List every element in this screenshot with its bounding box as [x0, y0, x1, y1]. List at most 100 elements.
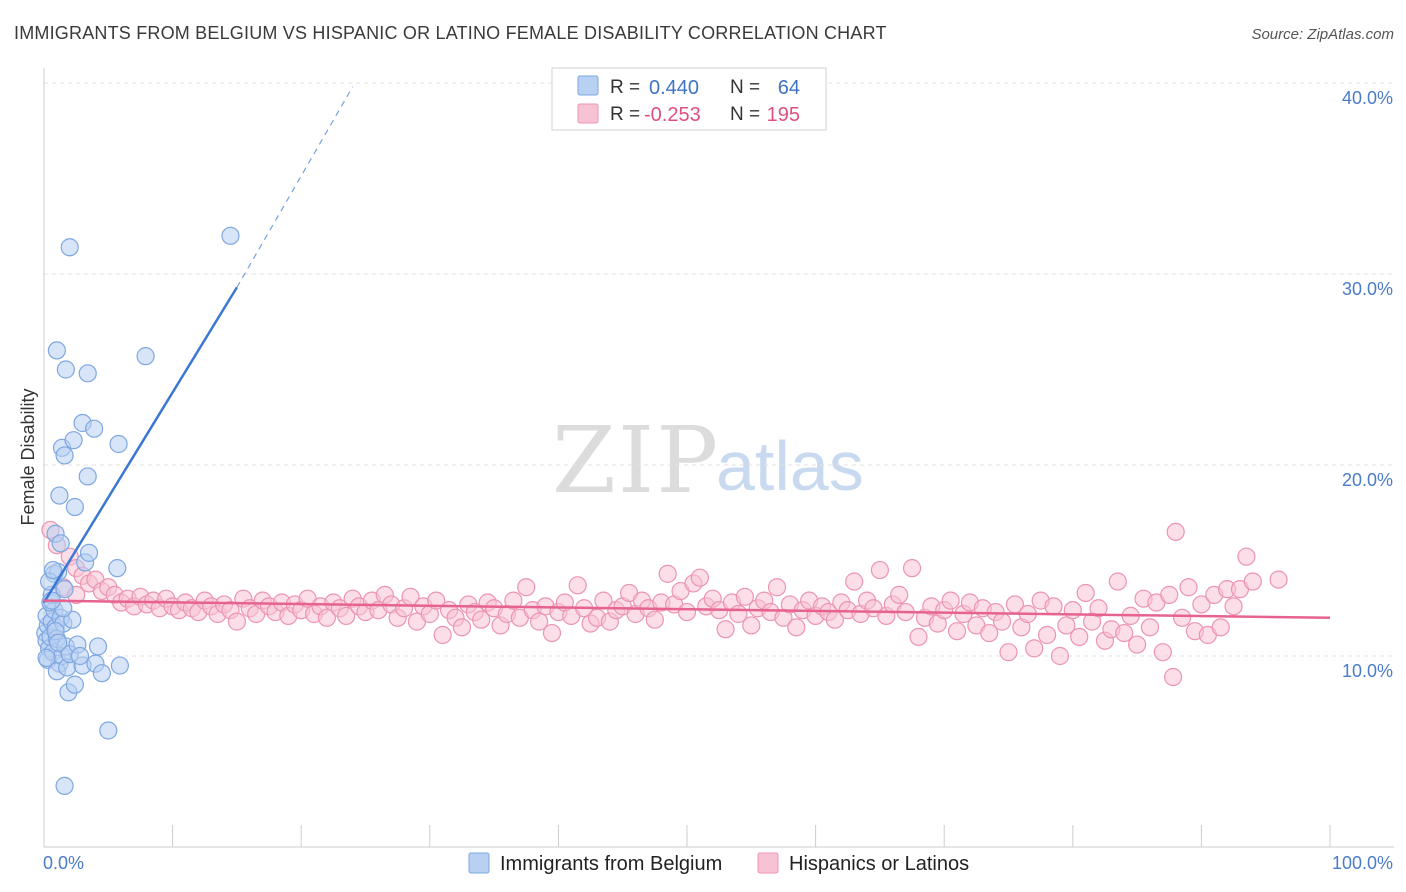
- watermark-zip: ZIP: [552, 407, 720, 514]
- hispanic-point: [645, 610, 664, 629]
- bottom-legend-swatch-belgium: [468, 852, 490, 874]
- hispanic-point: [1057, 616, 1076, 635]
- belgium-point: [92, 664, 111, 683]
- hispanic-point: [227, 612, 246, 631]
- hispanic-point: [947, 622, 967, 641]
- belgium-point: [70, 646, 90, 666]
- belgium-point: [47, 341, 66, 360]
- legend-swatch-blue: [577, 75, 599, 96]
- hispanic-point: [1070, 627, 1089, 647]
- hispanic-point: [909, 627, 928, 647]
- hispanic-point: [433, 625, 452, 645]
- hispanic-point: [1127, 635, 1147, 654]
- legend-n-value-pink: 195: [767, 104, 800, 126]
- hispanic-point: [870, 560, 890, 580]
- hispanic-point: [1063, 601, 1082, 620]
- legend-r-label-blue: R =: [610, 77, 640, 98]
- hispanic-point: [690, 568, 709, 587]
- y-tick-label-20: 20.0%: [1342, 470, 1393, 490]
- belgium-point: [55, 776, 74, 795]
- belgium-point: [60, 238, 79, 257]
- hispanic-point: [517, 578, 536, 597]
- y-tick-label-40: 40.0%: [1342, 88, 1393, 108]
- hispanic-point: [677, 602, 697, 622]
- legend-r-value-pink: -0.253: [644, 104, 701, 126]
- belgium-point: [50, 486, 69, 505]
- hispanic-point: [845, 572, 864, 591]
- hispanic-point: [1050, 646, 1070, 666]
- hispanic-point: [530, 612, 549, 631]
- belgium-point: [78, 364, 97, 383]
- belgium-point: [79, 543, 99, 562]
- belgium-point: [55, 580, 74, 599]
- hispanic-point: [1164, 667, 1183, 687]
- legend-n-value-blue: 64: [778, 77, 800, 99]
- hispanic-point: [735, 587, 754, 606]
- belgium-point: [51, 534, 70, 553]
- hispanic-point: [658, 564, 677, 583]
- bottom-legend: Immigrants from Belgium Hispanics or Lat…: [468, 852, 969, 875]
- hispanic-point: [941, 591, 960, 610]
- y-axis-label: Female Disability: [18, 388, 38, 525]
- trend-line-belgium-extension: [236, 86, 354, 288]
- hispanic-point: [337, 606, 356, 625]
- hispanic-point: [767, 578, 787, 597]
- hispanic-point: [568, 576, 587, 595]
- belgium-point: [108, 559, 127, 578]
- hispanic-point: [1166, 522, 1185, 541]
- legend-r-label-pink: R =: [610, 104, 640, 125]
- x-tick-label-min: 0.0%: [43, 853, 84, 873]
- hispanic-point: [1179, 578, 1198, 597]
- hispanic-point: [742, 616, 761, 635]
- hispanic-point: [1160, 585, 1179, 604]
- legend-swatch-pink: [577, 103, 599, 124]
- series-belgium-points: [36, 226, 240, 795]
- hispanic-point: [1089, 599, 1108, 618]
- y-tick-label-10: 10.0%: [1342, 661, 1393, 681]
- hispanic-point: [542, 623, 562, 643]
- belgium-point: [110, 656, 129, 675]
- belgium-point: [37, 648, 56, 668]
- belgium-point: [221, 226, 240, 245]
- x-tick-label-max: 100.0%: [1332, 853, 1393, 873]
- belgium-point: [49, 633, 68, 652]
- hispanic-point: [902, 559, 922, 578]
- legend-n-label-blue: N =: [730, 77, 760, 98]
- hispanic-point: [317, 608, 337, 627]
- belgium-point: [88, 637, 108, 656]
- belgium-point: [85, 419, 104, 438]
- y-tick-label-30: 30.0%: [1342, 279, 1393, 299]
- y-tick-labels: 40.0% 30.0% 20.0% 10.0%: [1342, 88, 1393, 681]
- chart-source: Source: ZipAtlas.com: [1251, 26, 1394, 43]
- watermark: ZIP atlas: [552, 407, 864, 514]
- hispanic-point: [472, 610, 491, 629]
- hispanic-point: [1025, 639, 1044, 658]
- watermark-atlas: atlas: [716, 427, 864, 505]
- hispanic-point: [980, 623, 999, 643]
- belgium-point: [136, 347, 155, 366]
- bottom-legend-swatch-hispanics: [757, 852, 779, 874]
- bottom-legend-label-belgium: Immigrants from Belgium: [500, 853, 722, 875]
- hispanic-point: [1243, 572, 1262, 591]
- hispanic-point: [1076, 583, 1095, 603]
- hispanic-point: [1115, 623, 1134, 643]
- trend-line-hispanics: [43, 599, 1331, 620]
- trend-lines: [42, 86, 1331, 620]
- belgium-point: [43, 560, 63, 580]
- belgium-point: [65, 497, 84, 517]
- belgium-point: [109, 434, 128, 454]
- bottom-legend-label-hispanics: Hispanics or Latinos: [789, 853, 969, 875]
- grid-lines: [44, 82, 1394, 657]
- hispanic-point: [1140, 618, 1160, 637]
- chart-title: IMMIGRANTS FROM BELGIUM VS HISPANIC OR L…: [14, 23, 887, 43]
- hispanic-point: [1211, 618, 1230, 637]
- legend-n-label-pink: N =: [730, 104, 760, 125]
- hispanic-point: [504, 591, 523, 610]
- hispanic-point: [1173, 608, 1192, 627]
- hispanic-point: [716, 620, 735, 639]
- legend-r-value-blue: 0.440: [649, 77, 699, 99]
- hispanic-point: [890, 585, 909, 604]
- hispanic-point: [452, 618, 472, 637]
- hispanic-point: [1237, 547, 1256, 566]
